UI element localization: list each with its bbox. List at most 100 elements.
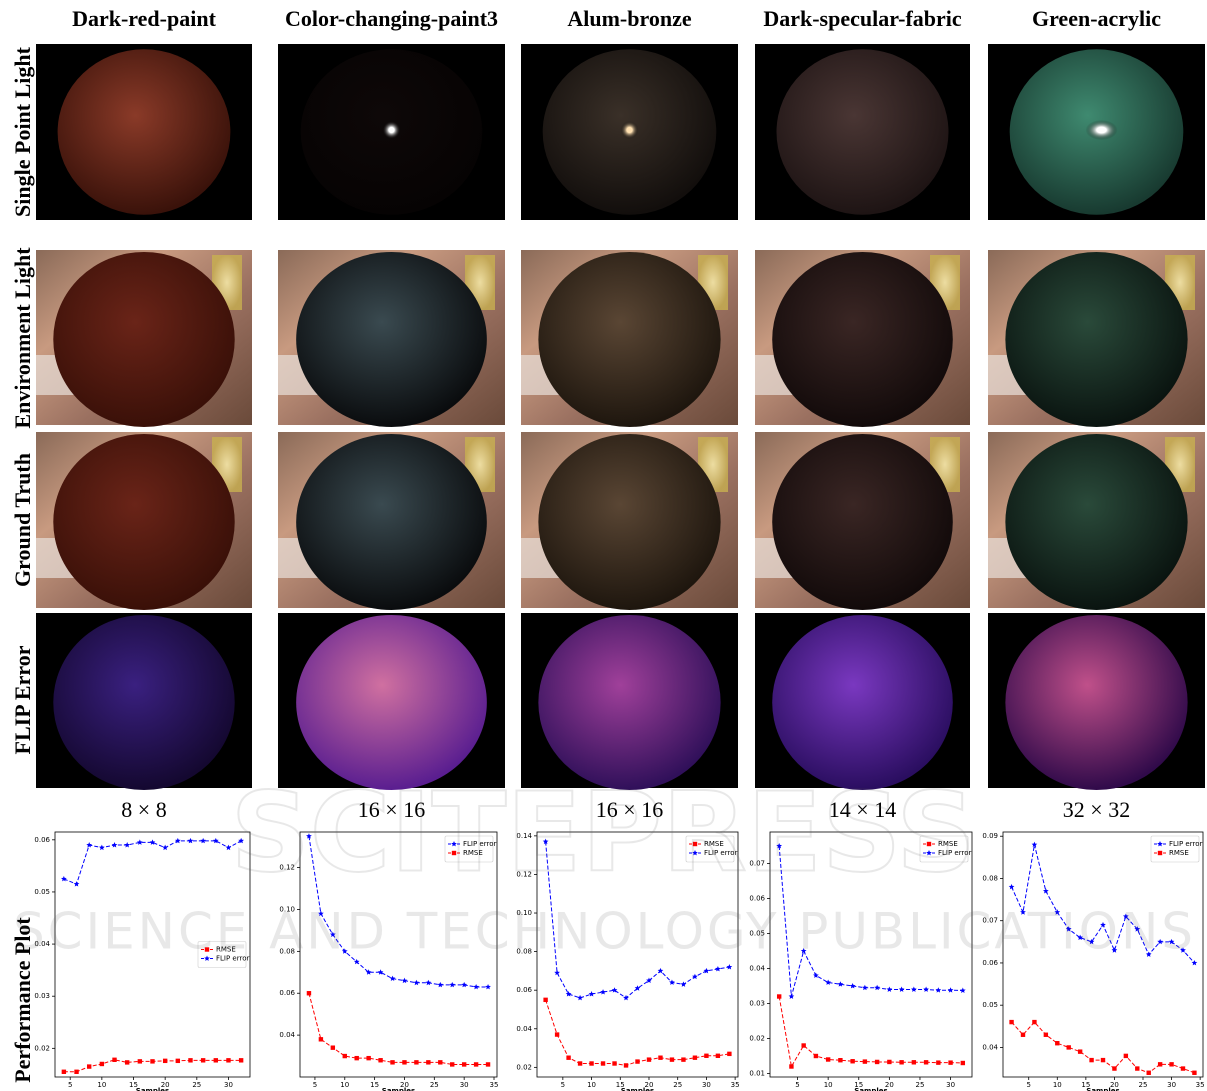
marker [863,1059,867,1063]
marker [566,1056,570,1060]
image [278,432,505,610]
x-axis-label: Samples [136,1087,169,1091]
marker [450,1062,454,1066]
sphere [296,615,487,790]
image [36,613,252,790]
marker [838,1058,842,1062]
marker [176,1059,180,1063]
marker [875,1060,879,1064]
legend: FLIP errorRMSE [1151,836,1203,862]
marker [814,1054,818,1058]
marker [366,1056,370,1060]
marker [188,1058,192,1062]
x-tick-label: 30 [946,1081,955,1089]
marker [307,991,311,995]
image [36,432,252,610]
sphere [538,615,720,790]
sphere [296,434,487,610]
y-tick-label: 0.05 [34,888,50,896]
x-axis-label: Samples [621,1087,654,1091]
x-tick-label: 35 [731,1081,740,1089]
marker [150,1059,154,1063]
x-axis-label: Samples [1086,1087,1119,1091]
image [755,250,970,427]
marker [1067,1045,1071,1049]
x-tick-label: 5 [313,1081,317,1089]
marker [887,1060,891,1064]
marker [1181,1066,1185,1070]
image [278,250,505,427]
watermark-text: SCIENCE AND TECHNOLOGY PUBLICATIONS [13,903,1193,961]
x-tick-label: 5 [561,1081,565,1089]
y-tick-label: 0.03 [34,992,50,1000]
row-label: Ground Truth [10,453,35,587]
y-tick-label: 0.04 [749,965,765,973]
sphere [772,615,953,790]
x-tick-label: 30 [702,1081,711,1089]
column-header: Green-acrylic [1032,6,1161,31]
marker [1078,1049,1082,1053]
image [36,250,252,427]
marker [948,1060,952,1064]
sphere [1005,615,1187,790]
y-tick-label: 0.04 [516,1025,532,1033]
x-tick-label: 10 [1053,1081,1062,1089]
image [988,432,1205,610]
image [755,613,970,790]
marker [87,1064,91,1068]
legend-label: FLIP error [1169,840,1203,848]
highlight [1086,120,1118,140]
column-header: Dark-specular-fabric [763,6,962,31]
marker [402,1060,406,1064]
sphere [772,434,953,610]
highlight [383,121,401,139]
x-tick-label: 25 [673,1081,682,1089]
marker [62,1070,66,1074]
marker [601,1061,605,1065]
sphere [772,252,953,427]
column-header: Color-changing-paint3 [285,6,498,31]
marker [777,994,781,998]
image [521,44,738,220]
marker [716,1054,720,1058]
x-axis-label: Samples [382,1087,415,1091]
marker [936,1060,940,1064]
marker [704,1054,708,1058]
sphere [58,49,231,214]
x-tick-label: 30 [1167,1081,1176,1089]
y-tick-label: 0.03 [749,1000,765,1008]
x-tick-label: 35 [1196,1081,1205,1089]
marker [1169,1062,1173,1066]
x-tick-label: 5 [1026,1081,1030,1089]
y-tick-label: 0.05 [982,1001,998,1009]
marker [355,1056,359,1060]
image [755,44,970,220]
marker [462,1062,466,1066]
marker [125,1060,129,1064]
marker [635,1059,639,1063]
sphere [53,252,234,427]
image [988,613,1205,790]
x-tick-label: 35 [490,1081,499,1089]
legend-label: RMSE [1169,849,1189,857]
marker [390,1060,394,1064]
marker [343,1054,347,1058]
image [521,250,738,427]
marker [214,1058,218,1062]
watermark-text: SCITEPRESS [230,768,975,896]
marker [100,1062,104,1066]
marker [647,1057,651,1061]
image [988,250,1205,427]
x-tick-label: 5 [68,1081,72,1089]
y-tick-label: 0.02 [516,1063,532,1071]
marker [693,1056,697,1060]
marker [543,998,547,1002]
column-header: Dark-red-paint [72,6,216,31]
image [278,44,505,220]
row-label: Single Point Light [10,46,35,217]
x-tick-label: 30 [224,1081,233,1089]
sphere [53,434,234,610]
row-label: FLIP Error [10,645,35,754]
marker [1044,1033,1048,1037]
marker [486,1062,490,1066]
